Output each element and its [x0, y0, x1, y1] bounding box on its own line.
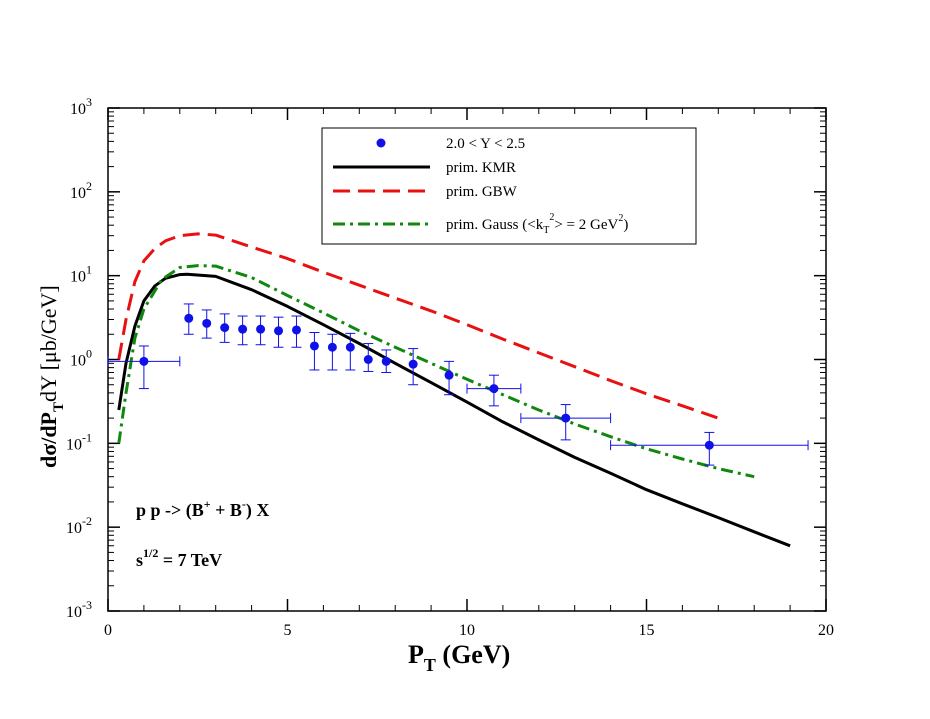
gbw-curve — [117, 232, 719, 420]
data-marker — [309, 341, 319, 351]
data-marker — [489, 384, 499, 394]
legend-label-gbw: prim. GBW — [446, 184, 518, 200]
data-point — [273, 316, 284, 348]
data-point — [327, 333, 338, 371]
x-tick-label: 5 — [284, 622, 292, 639]
y-tick-label: 10-2 — [66, 514, 92, 537]
data-marker — [274, 326, 284, 336]
gauss-curve — [117, 264, 755, 479]
data-point — [219, 313, 230, 343]
legend-label-kmr: prim. KMR — [446, 160, 516, 176]
y-tick-label: 10-1 — [66, 430, 92, 453]
energy-annotation: s1/2 = 7 TeV — [136, 546, 222, 570]
data-point — [466, 374, 522, 407]
data-point — [201, 309, 212, 339]
y-tick-label: 101 — [70, 263, 92, 286]
data-point — [183, 303, 194, 335]
x-tick-label: 10 — [459, 622, 475, 639]
process-annotation: p p -> (B+ + B-) X — [136, 497, 269, 521]
data-marker — [327, 342, 337, 352]
data-marker — [561, 413, 571, 423]
data-point — [610, 431, 809, 466]
x-axis-title: PT (GeV) — [408, 640, 510, 675]
data-marker — [238, 324, 248, 334]
data-point — [444, 360, 455, 396]
x-tick-label: 0 — [104, 622, 112, 639]
data-point — [345, 332, 356, 371]
x-tick-label: 20 — [818, 622, 834, 639]
y-tick-label: 100 — [70, 347, 92, 370]
data-points — [107, 303, 809, 466]
data-marker — [381, 356, 391, 366]
data-marker — [363, 355, 373, 364]
data-marker — [220, 323, 230, 333]
data-marker — [139, 356, 149, 366]
data-marker — [256, 324, 266, 334]
data-marker — [345, 342, 355, 352]
kmr-curve — [117, 272, 791, 548]
data-point — [381, 349, 392, 373]
curves — [117, 232, 791, 548]
data-point — [107, 345, 181, 390]
legend-label-gauss: prim. Gauss (<kT2> = 2 GeV2) — [446, 212, 628, 236]
y-tick-label: 103 — [70, 95, 92, 118]
data-point — [520, 404, 612, 441]
data-marker — [184, 313, 194, 323]
data-point — [291, 315, 302, 348]
legend: 2.0 < Y < 2.5 prim. KMR prim. GBW prim. … — [321, 127, 697, 245]
x-tick-label: 15 — [639, 622, 655, 639]
data-point — [237, 315, 248, 346]
data-point — [255, 315, 266, 346]
legend-label-data: 2.0 < Y < 2.5 — [446, 136, 525, 152]
data-marker — [408, 359, 418, 369]
data-marker — [704, 440, 714, 450]
y-tick-label: 10-3 — [66, 598, 92, 621]
data-point — [363, 343, 374, 372]
data-point — [309, 331, 320, 371]
data-point — [408, 348, 419, 386]
data-marker — [444, 370, 454, 380]
y-axis-title: dσ/dPTdY [μb/GeV] — [36, 285, 67, 468]
data-marker — [202, 318, 212, 328]
data-marker — [291, 325, 301, 335]
y-tick-label: 102 — [70, 179, 92, 202]
legend-marker-data — [376, 138, 386, 148]
axis-ticks: 0 5 10 15 20 10-3 10-2 10-1 100 101 102 103 — [66, 95, 834, 639]
